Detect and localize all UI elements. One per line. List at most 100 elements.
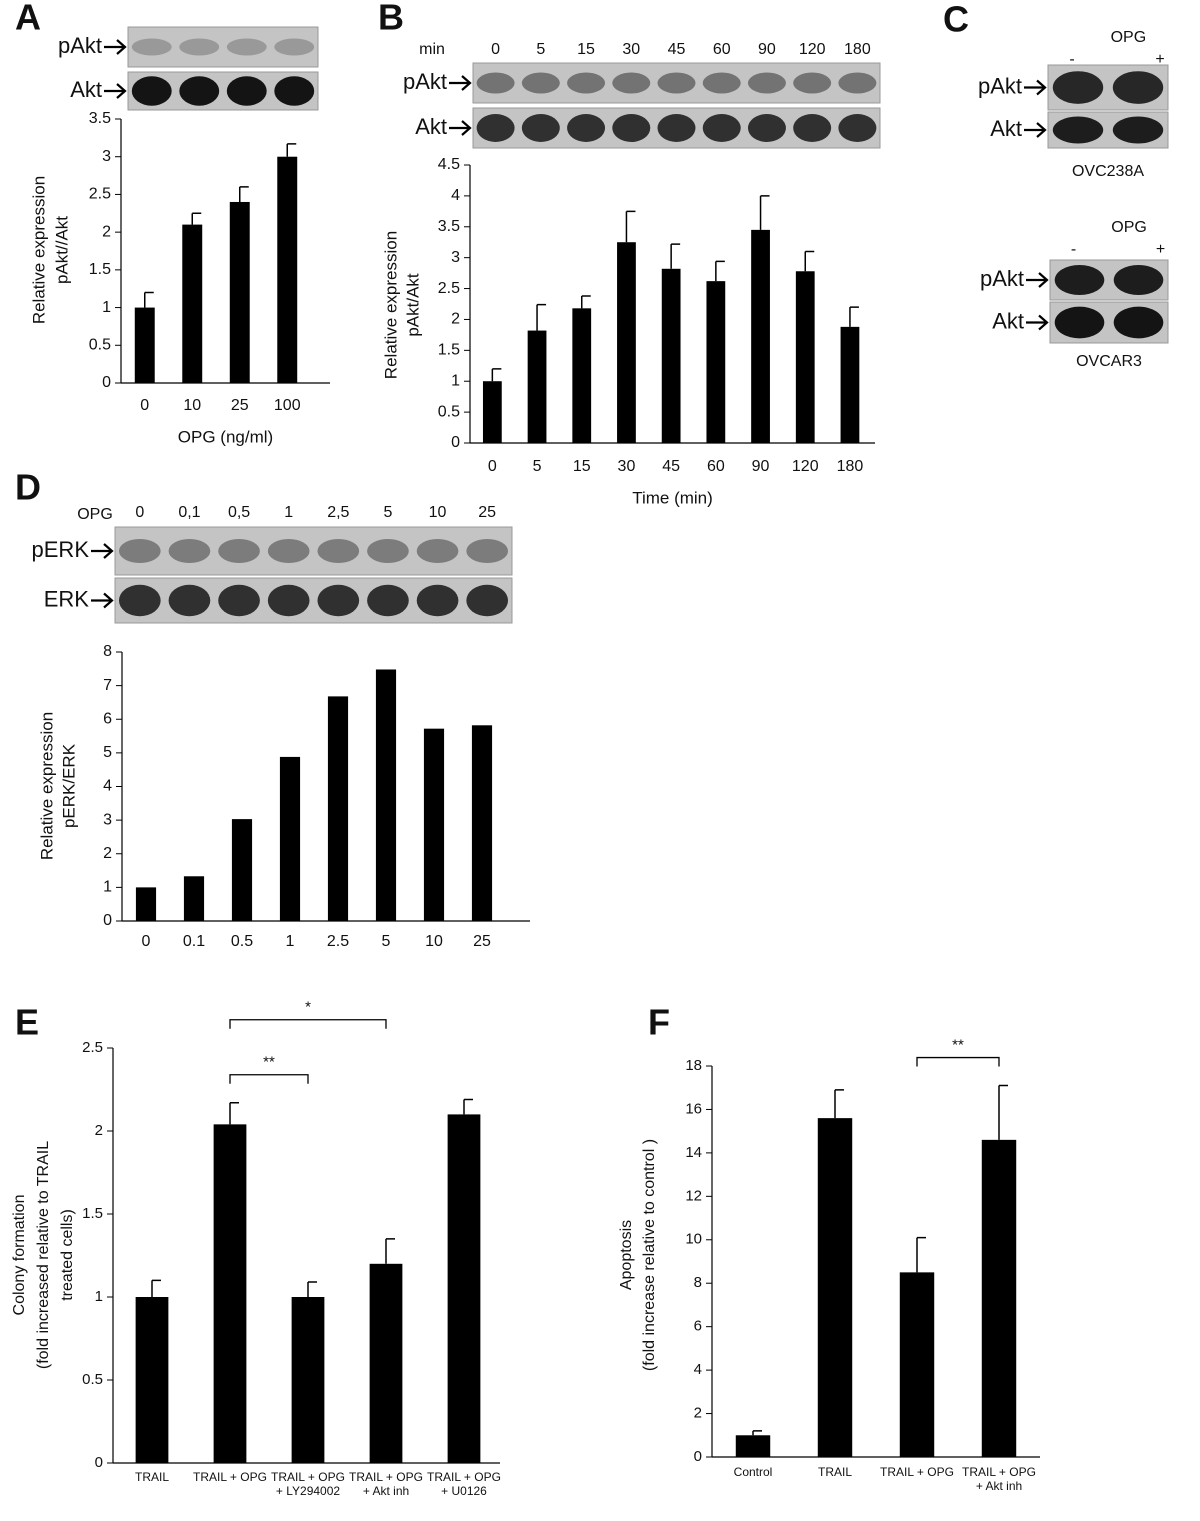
x-tick-label: 0 — [488, 458, 497, 475]
x-tick-label: 30 — [618, 458, 636, 475]
error-bar — [463, 1098, 473, 1115]
y-axis-label: Relative expression — [29, 176, 48, 324]
bar — [229, 201, 250, 383]
bar — [572, 308, 592, 443]
significance-bracket — [229, 1074, 309, 1084]
bar — [291, 1297, 325, 1463]
blot-band — [179, 38, 220, 56]
bar — [840, 326, 860, 443]
blot-band — [476, 114, 515, 142]
y-tick-label: 1.5 — [82, 1205, 103, 1222]
x-tick-label: TRAIL — [134, 1470, 169, 1484]
bar — [135, 1297, 169, 1463]
y-tick-label: 0 — [103, 912, 112, 929]
bar — [471, 725, 493, 921]
x-tick-label: 180 — [837, 458, 864, 475]
blot-band — [567, 72, 606, 94]
y-tick-label: 3 — [102, 148, 111, 165]
blot-lane-label: - — [1071, 241, 1076, 258]
x-tick-label: TRAIL + OPG + Akt inh — [349, 1470, 423, 1498]
x-tick-label: 10 — [425, 933, 443, 950]
error-bar — [752, 1430, 762, 1436]
bar — [899, 1272, 935, 1457]
x-tick-label: 5 — [382, 933, 391, 950]
y-tick-label: 0 — [102, 374, 111, 391]
x-tick-label: 25 — [473, 933, 491, 950]
blot-lane-label: 15 — [577, 41, 595, 58]
cell-line-label: OVCAR3 — [1076, 353, 1142, 370]
x-tick-label: 10 — [183, 397, 201, 414]
y-tick-label: 8 — [103, 643, 112, 660]
blot-band — [274, 76, 315, 106]
x-tick-label: 60 — [707, 458, 725, 475]
panel-letter: C — [943, 0, 969, 40]
blot-lane-label: 10 — [429, 504, 447, 521]
y-tick-label: 4 — [694, 1361, 702, 1378]
blot-band — [1054, 265, 1105, 295]
y-tick-label: 4.5 — [438, 156, 460, 173]
blot-lane-label: + — [1156, 241, 1165, 258]
blot-treatment: OPG — [1111, 29, 1147, 46]
x-tick-label: 1 — [286, 933, 295, 950]
bar — [279, 756, 301, 921]
x-tick-label: TRAIL + OPG + U0126 — [427, 1470, 501, 1498]
blot-band — [317, 584, 360, 617]
y-tick-label: 1.5 — [89, 261, 111, 278]
blot-treatment: OPG — [1111, 219, 1147, 236]
y-tick-label: 3.5 — [438, 218, 460, 235]
error-bar — [670, 243, 681, 269]
blot-band — [838, 114, 877, 142]
x-tick-label: 0.1 — [183, 933, 205, 950]
x-tick-label: Control — [733, 1465, 773, 1479]
blot-band — [702, 72, 741, 94]
error-bar — [229, 1102, 239, 1125]
bar — [423, 728, 445, 921]
blot-band — [466, 539, 509, 563]
y-tick-label: 0.5 — [89, 337, 111, 354]
y-tick-label: 3.5 — [89, 110, 111, 127]
error-bar — [144, 291, 154, 308]
error-bar — [307, 1281, 317, 1297]
y-tick-label: 6 — [103, 710, 112, 727]
blot-arrow — [91, 592, 114, 609]
x-tick-label: 15 — [573, 458, 591, 475]
error-bar — [715, 260, 725, 282]
y-tick-label: 10 — [685, 1231, 702, 1248]
x-tick-label: TRAIL — [817, 1465, 852, 1479]
x-tick-label: 25 — [231, 397, 249, 414]
bar — [231, 819, 253, 921]
blot-band — [367, 539, 409, 563]
bar — [981, 1139, 1017, 1457]
blot-band — [1052, 71, 1104, 104]
blot-lane-label: 45 — [668, 41, 686, 58]
blot-band — [416, 584, 459, 617]
y-axis-label: pAkt//Akt — [52, 216, 71, 284]
error-bar — [759, 195, 770, 230]
y-tick-label: 3 — [451, 249, 460, 266]
blot-band — [168, 539, 211, 563]
y-tick-label: 18 — [685, 1057, 702, 1074]
error-bar — [916, 1236, 926, 1273]
blot-arrow — [104, 83, 127, 99]
blot-band — [702, 114, 741, 142]
blot-band — [612, 72, 651, 94]
y-axis-label: Apoptosis — [618, 1220, 635, 1290]
blot-band — [1052, 116, 1104, 144]
blot-lane-label: 90 — [758, 41, 776, 58]
y-tick-label: 1 — [95, 1288, 103, 1305]
y-axis-label: pAkt/Akt — [403, 273, 422, 337]
x-tick-label: TRAIL + OPG + LY294002 — [271, 1470, 345, 1498]
y-axis-label: Colony formation — [11, 1195, 28, 1316]
bar — [447, 1114, 481, 1463]
y-tick-label: 2 — [102, 223, 111, 240]
blot-label: Akt — [415, 114, 447, 139]
blot-lane-label: - — [1069, 51, 1074, 68]
cell-line-label: OVC238A — [1072, 163, 1144, 180]
blot-lane-label: 1 — [284, 504, 293, 521]
blot-band — [521, 72, 560, 94]
blot-band — [1112, 116, 1164, 144]
error-bar — [151, 1279, 161, 1297]
blot-lane-label: 0,5 — [228, 504, 250, 521]
blot-label: pAkt — [58, 33, 102, 58]
